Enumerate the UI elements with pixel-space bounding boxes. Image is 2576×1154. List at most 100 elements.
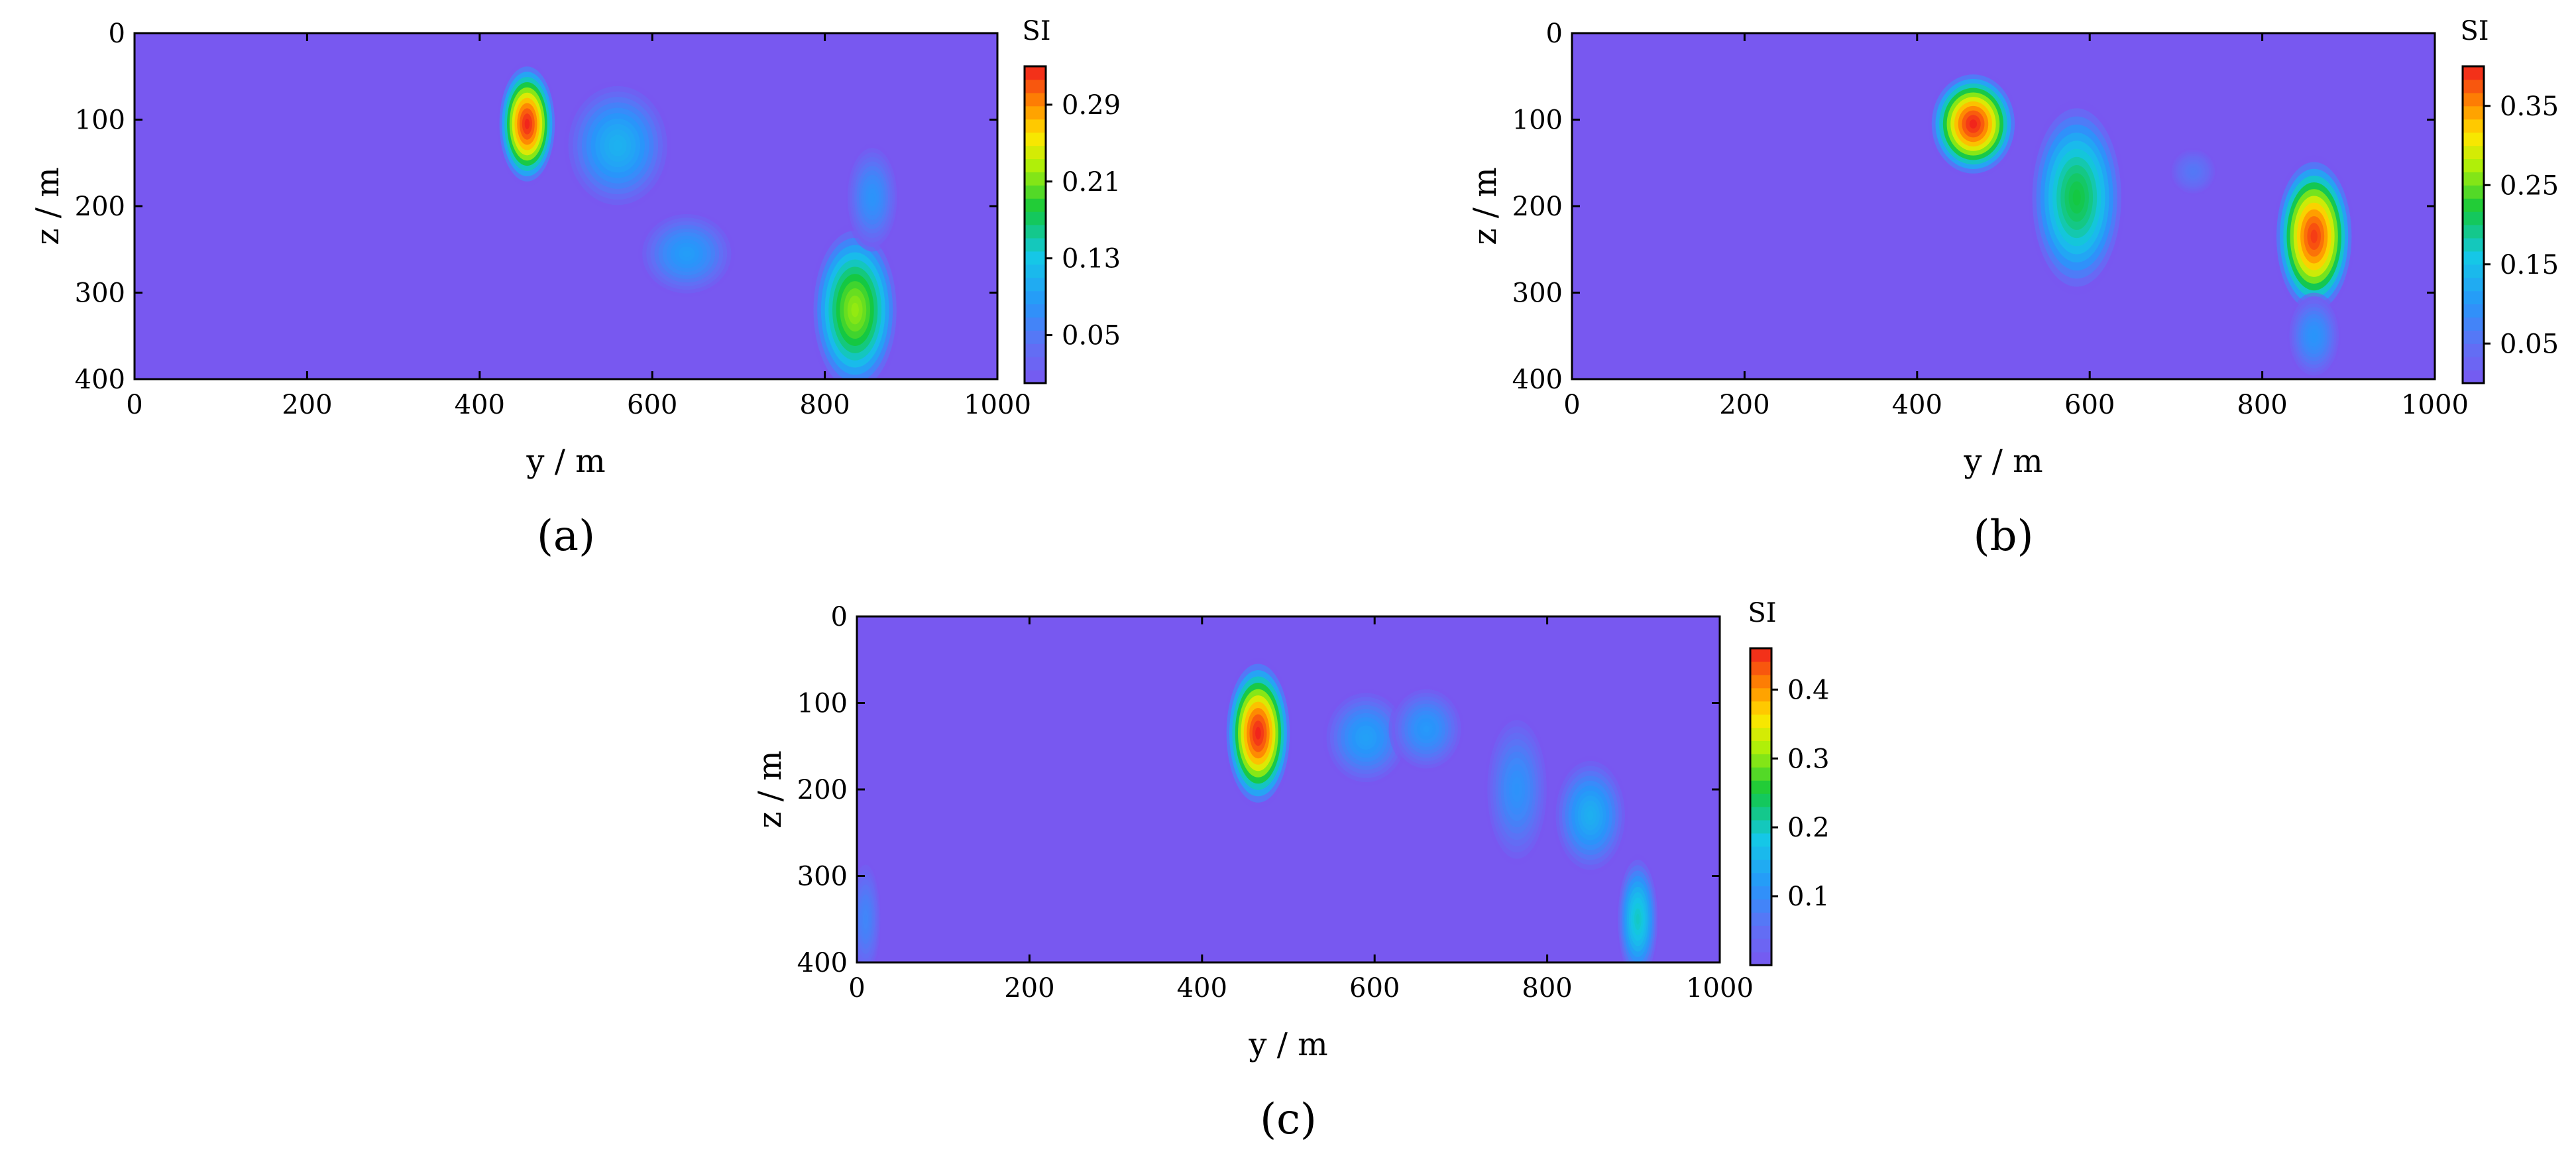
- panel-caption: (c): [1260, 1095, 1317, 1144]
- colorbar-band: [2463, 158, 2484, 172]
- x-tick-label: 1000: [2401, 390, 2469, 420]
- colorbar-band: [2463, 105, 2484, 120]
- colorbar-tick-label: 0.05: [2500, 329, 2559, 359]
- colorbar-band: [1025, 264, 1046, 278]
- colorbar-band: [2463, 277, 2484, 292]
- colorbar-band: [1750, 872, 1771, 887]
- panel-2: 0 200 400 600 800 1000 0 100 200 300 400 y / m z / m…: [1467, 16, 2559, 561]
- colorbar: 0.1 0.2 0.3 0.4 SI: [1748, 598, 1830, 966]
- anomaly-3: [2169, 147, 2217, 196]
- y-tick-label: 400: [75, 365, 125, 395]
- colorbar-band: [1025, 79, 1046, 93]
- anomaly-contour: [1969, 119, 1978, 129]
- y-tick-label: 400: [797, 948, 848, 978]
- anomaly-7: [857, 860, 882, 962]
- colorbar-band: [1750, 939, 1771, 952]
- colorbar-band: [2463, 264, 2484, 278]
- x-tick-label: 400: [1892, 390, 1942, 420]
- colorbar-band: [1025, 304, 1046, 318]
- colorbar-band: [1025, 132, 1046, 146]
- x-tick-label: 0: [126, 390, 142, 420]
- colorbar-band: [1025, 343, 1046, 357]
- colorbar-frame: [2461, 65, 2485, 384]
- colorbar-unit: SI: [1022, 16, 1050, 46]
- colorbar-band: [1025, 119, 1046, 133]
- colorbar-band: [1025, 185, 1046, 199]
- anomaly-1: [1223, 657, 1293, 809]
- colorbar-band: [1750, 754, 1771, 768]
- colorbar-band: [2463, 357, 2484, 371]
- colorbar-band: [1025, 66, 1046, 80]
- colorbar-tick-label: 0.35: [2500, 91, 2559, 122]
- colorbar-band: [1025, 225, 1046, 239]
- anomaly-contour: [869, 193, 875, 202]
- colorbar-band: [1750, 767, 1771, 781]
- x-tick-label: 800: [2237, 390, 2287, 420]
- colorbar-tick-label: 0.29: [1062, 90, 1121, 121]
- x-tick-label: 800: [1522, 973, 1572, 1004]
- colorbar-band: [1750, 833, 1771, 847]
- colorbar-band: [1025, 330, 1046, 344]
- anomaly-contour: [2191, 169, 2196, 174]
- colorbar-band: [2463, 172, 2484, 186]
- y-tick-label: 100: [797, 689, 848, 719]
- anomaly-contour: [524, 119, 530, 129]
- y-tick-label: 0: [831, 602, 848, 632]
- colorbar-band: [2463, 198, 2484, 212]
- anomaly-2: [2028, 100, 2125, 295]
- colorbar-frame: [1749, 647, 1773, 966]
- panel-caption: (a): [537, 512, 595, 561]
- colorbar-unit: SI: [2460, 16, 2489, 46]
- y-tick-label: 300: [75, 278, 125, 309]
- colorbar-band: [1750, 899, 1771, 913]
- colorbar-band: [2463, 290, 2484, 305]
- colorbar-band: [1025, 251, 1046, 265]
- panel-1: 0 200 400 600 800 1000 0 100 200 300 400 y / m z / m…: [29, 16, 1121, 561]
- anomaly-5: [1552, 756, 1628, 875]
- anomaly-5: [845, 143, 899, 252]
- colorbar-band: [2463, 92, 2484, 107]
- colorbar-band: [1750, 701, 1771, 715]
- y-tick-label: 300: [1512, 278, 1563, 309]
- colorbar-band: [2463, 370, 2484, 384]
- anomaly-contour: [1362, 733, 1370, 742]
- colorbar-band: [2463, 251, 2484, 265]
- colorbar-band: [2463, 304, 2484, 318]
- x-tick-label: 400: [455, 390, 505, 420]
- anomaly-2: [563, 80, 672, 211]
- colorbar-band: [1750, 714, 1771, 728]
- colorbar-band: [1750, 925, 1771, 939]
- anomaly-4: [2272, 155, 2355, 318]
- colorbar-band: [1750, 912, 1771, 926]
- colorbar-tick-label: 0.1: [1787, 882, 1830, 912]
- colorbar-band: [1750, 780, 1771, 794]
- anomaly-contour: [851, 302, 859, 317]
- colorbar-band: [1750, 952, 1771, 966]
- anomaly-contour: [683, 250, 691, 258]
- anomaly-contour: [1636, 913, 1640, 925]
- colorbar-band: [1750, 846, 1771, 860]
- anomaly-1: [1928, 70, 2019, 178]
- colorbar-band: [2463, 145, 2484, 160]
- colorbar-band: [2463, 119, 2484, 133]
- anomaly-contour: [1514, 783, 1520, 796]
- y-tick-label: 200: [1512, 192, 1563, 222]
- colorbar-tick-label: 0.4: [1787, 675, 1830, 705]
- colorbar-band: [1750, 740, 1771, 754]
- colorbar: 0.05 0.15 0.25 0.35 SI: [2460, 16, 2559, 384]
- colorbar-tick-label: 0.3: [1787, 744, 1830, 774]
- colorbar-band: [1025, 145, 1046, 160]
- y-axis-label: z / m: [752, 750, 789, 829]
- colorbar-band: [1750, 819, 1771, 834]
- colorbar-unit: SI: [1748, 598, 1776, 628]
- colorbar-band: [2463, 79, 2484, 93]
- x-tick-label: 200: [282, 390, 332, 420]
- colorbar-frame: [1023, 65, 1047, 384]
- anomaly-contour: [864, 914, 868, 925]
- anomaly-4: [1484, 713, 1549, 866]
- colorbar-band: [1025, 317, 1046, 331]
- colorbar-band: [1750, 807, 1771, 821]
- heatmap-field: [496, 61, 901, 379]
- y-tick-label: 0: [109, 19, 125, 49]
